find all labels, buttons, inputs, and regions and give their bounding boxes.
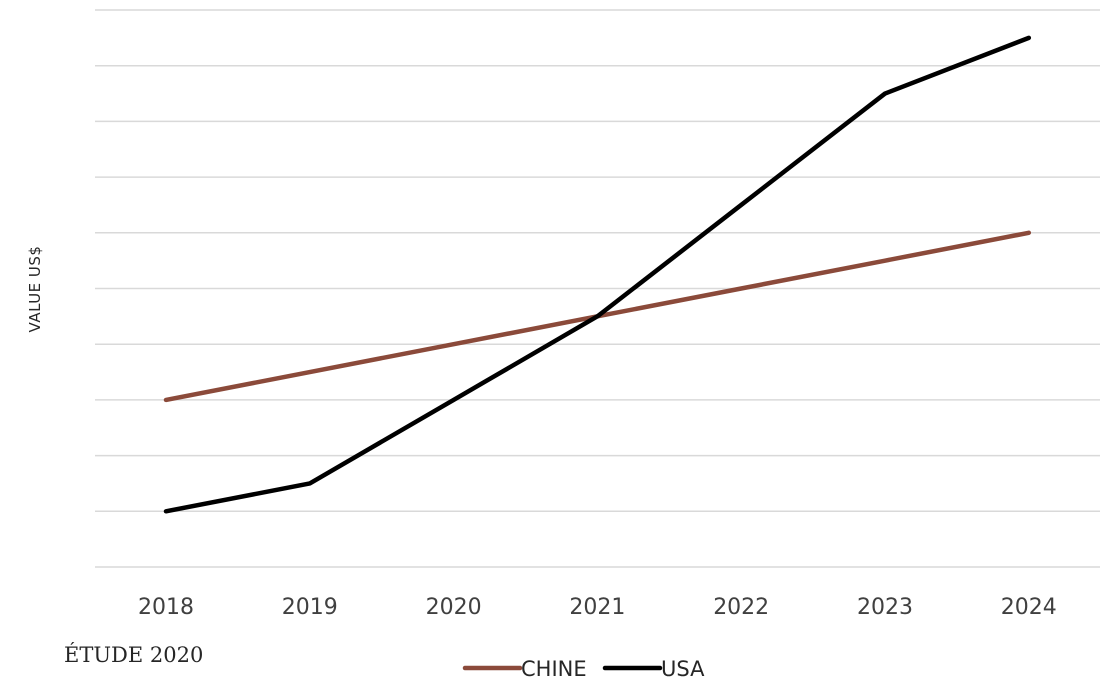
x-tick-label: 2023 bbox=[857, 595, 913, 620]
series-layer bbox=[163, 35, 1032, 514]
x-tick-label: 2021 bbox=[569, 595, 625, 620]
legend-label: CHINE bbox=[521, 657, 587, 681]
x-axis-ticks: 2018 2019 2020 2021 2022 2023 2024 bbox=[138, 595, 1057, 620]
x-tick-label: 2018 bbox=[138, 595, 194, 620]
x-tick-label: 2024 bbox=[1001, 595, 1057, 620]
legend: CHINE USA bbox=[462, 657, 705, 681]
x-tick-label: 2019 bbox=[282, 595, 338, 620]
y-axis-title: VALUE US$ bbox=[26, 246, 44, 333]
x-tick-label: 2022 bbox=[713, 595, 769, 620]
legend-item-chine: CHINE bbox=[462, 657, 587, 681]
series-line-usa bbox=[163, 35, 1032, 514]
x-tick-label: 2020 bbox=[426, 595, 482, 620]
legend-label: USA bbox=[661, 657, 705, 681]
gridlines bbox=[95, 9, 1100, 568]
study-note: ÉTUDE 2020 bbox=[64, 643, 203, 667]
legend-item-usa: USA bbox=[602, 657, 705, 681]
